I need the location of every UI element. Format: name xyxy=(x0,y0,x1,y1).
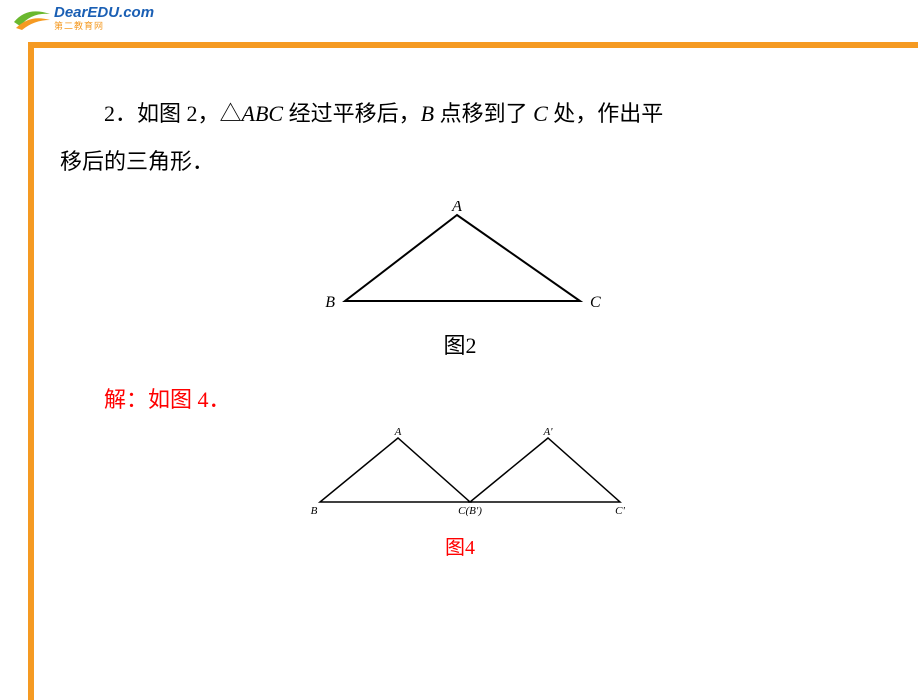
svg-text:C: C xyxy=(590,294,601,311)
svg-text:B: B xyxy=(311,505,318,517)
swoosh-top xyxy=(14,11,50,26)
logo-subtitle: 第二教育网 xyxy=(54,22,154,31)
figure-1-caption: 图2 xyxy=(60,328,860,360)
triangle-name: ABC xyxy=(242,101,284,126)
text: 经过平移后， xyxy=(283,101,421,126)
point-c: C xyxy=(533,101,548,126)
figure-2-caption: 图4 xyxy=(60,531,860,560)
problem-line2: 移后的三角形． xyxy=(60,149,214,174)
text: 处，作出平 xyxy=(548,101,664,126)
logo: DearEDU.com 第二教育网 xyxy=(12,4,154,32)
problem-statement: 2．如图 2，△ABC 经过平移后，B 点移到了 C 处，作出平 移后的三角形． xyxy=(60,90,860,187)
text: 点移到了 xyxy=(434,101,533,126)
svg-text:B: B xyxy=(325,294,335,311)
svg-text:A': A' xyxy=(542,426,553,438)
svg-text:C(B'): C(B') xyxy=(458,505,482,517)
content-area: 2．如图 2，△ABC 经过平移后，B 点移到了 C 处，作出平 移后的三角形．… xyxy=(60,90,860,560)
svg-text:A: A xyxy=(394,426,402,438)
logo-icon xyxy=(12,4,52,32)
logo-text: DearEDU.com 第二教育网 xyxy=(54,5,154,31)
point-b: B xyxy=(421,101,434,126)
text: 如图 2，△ xyxy=(137,101,242,126)
answer-text: 如图 4． xyxy=(148,387,231,412)
answer-line: 解：如图 4． xyxy=(60,382,860,414)
triangle-diagram-2: A A' B C(B') C' xyxy=(290,424,630,524)
answer-prefix: 解： xyxy=(104,387,148,412)
logo-brand: DearEDU.com xyxy=(54,5,154,20)
problem-number: 2． xyxy=(104,101,137,126)
figure-1: A B C 图2 xyxy=(60,201,860,360)
svg-text:C': C' xyxy=(615,505,625,517)
triangle-diagram-1: A B C xyxy=(305,201,615,321)
figure-2: A A' B C(B') C' 图4 xyxy=(60,424,860,560)
svg-text:A: A xyxy=(451,201,462,215)
